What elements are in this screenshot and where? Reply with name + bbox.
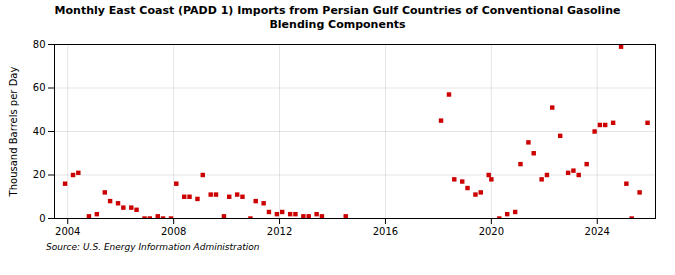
svg-text:20: 20: [33, 169, 46, 180]
svg-text:80: 80: [33, 38, 46, 49]
svg-text:40: 40: [33, 125, 46, 136]
svg-text:2020: 2020: [479, 225, 504, 236]
svg-text:2008: 2008: [161, 225, 186, 236]
svg-text:2004: 2004: [55, 225, 80, 236]
svg-text:2012: 2012: [267, 225, 292, 236]
svg-text:Thousand Barrels per Day: Thousand Barrels per Day: [8, 66, 19, 197]
html-text:Source: U.S. Energy Informatio: Source: U.S. Energy Information Administ…: [46, 241, 260, 252]
svg-text:0: 0: [39, 212, 45, 223]
html-text:Monthly East Coast (PADD 1) Im: Monthly East Coast (PADD 1) Imports from…: [54, 4, 621, 31]
svg-text:2016: 2016: [373, 225, 398, 236]
svg-text:60: 60: [33, 82, 46, 93]
svg-text:2024: 2024: [585, 225, 610, 236]
